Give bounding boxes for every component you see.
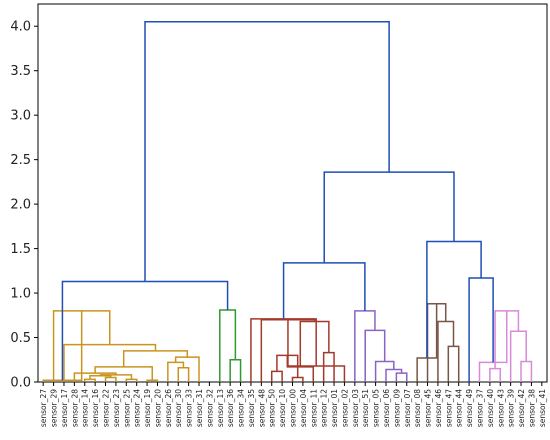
dendrogram-links — [42, 21, 533, 382]
leaf-label: sensor_49 — [465, 389, 474, 427]
leaf-label: sensor_02 — [340, 389, 349, 427]
dendrogram-link — [260, 318, 316, 382]
y-tick-label: 1.5 — [10, 242, 31, 257]
y-tick-label: 3.5 — [10, 64, 31, 79]
leaf-label: sensor_41 — [538, 389, 547, 427]
y-tick-label: 0.5 — [10, 331, 31, 346]
leaf-label: sensor_51 — [361, 389, 370, 427]
leaf-label: sensor_28 — [70, 389, 79, 427]
leaf-label: sensor_04 — [299, 389, 308, 427]
leaf-label: sensor_13 — [216, 389, 225, 427]
leaf-label: sensor_22 — [102, 389, 111, 427]
dendrogram-link — [219, 309, 237, 382]
dendrogram-link — [494, 310, 520, 369]
leaf-label: sensor_46 — [434, 389, 443, 427]
leaf-label: sensor_14 — [81, 389, 90, 427]
y-tick-label: 2.0 — [10, 198, 31, 213]
dendrogram-link — [125, 378, 138, 382]
dendrogram-link — [509, 330, 527, 382]
dendrogram-link — [287, 319, 346, 382]
leaf-label: sensor_45 — [424, 389, 433, 427]
leaf-label: sensor_06 — [382, 389, 391, 427]
plot-area — [37, 3, 548, 383]
leaf-label: sensor_07 — [403, 389, 412, 427]
dendrogram-link — [395, 372, 408, 382]
leaf-label: sensor_24 — [133, 389, 142, 427]
dendrogram-link — [323, 171, 455, 263]
dendrogram-link — [99, 374, 133, 380]
leaf-label: sensor_50 — [268, 389, 277, 427]
leaf-label: sensor_29 — [50, 389, 59, 427]
dendrogram-link — [63, 343, 157, 382]
dendrogram-link — [144, 21, 390, 282]
leaf-label: sensor_42 — [517, 389, 526, 427]
leaf-label: sensor_25 — [122, 389, 131, 427]
leaf-label: sensor_44 — [455, 389, 464, 427]
leaf-label: sensor_32 — [205, 389, 214, 427]
leaf-label: sensor_38 — [527, 389, 536, 427]
x-axis: sensor_27 sensor_29 sensor_17 sensor_28 sens… — [39, 382, 547, 427]
leaf-label: sensor_47 — [444, 389, 453, 427]
dendrogram-link — [291, 376, 304, 382]
leaf-label: sensor_08 — [413, 389, 422, 427]
leaf-label: sensor_17 — [60, 389, 69, 427]
leaf-label: sensor_20 — [153, 389, 162, 427]
dendrogram-link — [447, 345, 460, 382]
leaf-label: sensor_12 — [320, 389, 329, 427]
leaf-label: sensor_16 — [91, 389, 100, 427]
y-axis: 0.0 0.5 1.0 1.5 2.0 2.5 3.0 3.5 4.0 — [10, 20, 38, 391]
leaf-label: sensor_35 — [247, 389, 256, 427]
leaf-label: sensor_37 — [475, 389, 484, 427]
dendrogram-link — [104, 376, 117, 382]
dendrogram-link — [416, 303, 438, 382]
y-tick-label: 3.0 — [10, 109, 31, 124]
leaf-label: sensor_26 — [164, 389, 173, 427]
leaf-label: sensor_09 — [392, 389, 401, 427]
dendrogram-link — [468, 277, 494, 382]
leaf-label: sensor_27 — [39, 389, 48, 427]
y-tick-label: 1.0 — [10, 287, 31, 302]
dendrogram-link — [52, 310, 111, 382]
dendrogram-link — [229, 359, 242, 382]
leaf-label: sensor_00 — [289, 389, 298, 427]
leaf-label: sensor_05 — [372, 389, 381, 427]
dendrogram-link — [167, 361, 185, 382]
leaf-label: sensor_40 — [486, 389, 495, 427]
y-tick-label: 4.0 — [10, 20, 31, 35]
dendrogram-link — [73, 372, 117, 382]
dendrogram-link — [489, 367, 502, 382]
leaf-label: sensor_36 — [226, 389, 235, 427]
leaf-label: sensor_30 — [174, 389, 183, 427]
dendrogram-link — [282, 262, 366, 319]
leaf-label: sensor_43 — [496, 389, 505, 427]
leaf-label: sensor_11 — [309, 389, 318, 427]
leaf-label: sensor_03 — [351, 389, 360, 427]
dendrogram-link — [426, 240, 482, 358]
leaf-label: sensor_33 — [185, 389, 194, 427]
dendrogram-link — [478, 310, 508, 382]
dendrogram-link — [374, 360, 395, 382]
y-tick-label: 0.0 — [10, 376, 31, 391]
leaf-label: sensor_23 — [112, 389, 121, 427]
dendrogram-link — [250, 318, 317, 382]
leaf-label: sensor_01 — [330, 389, 339, 427]
dendrogram-link — [83, 378, 96, 382]
leaf-label: sensor_34 — [237, 389, 246, 427]
leaf-label: sensor_31 — [195, 389, 204, 427]
leaf-label: sensor_48 — [257, 389, 266, 427]
y-tick-label: 2.5 — [10, 153, 31, 168]
leaf-label: sensor_10 — [278, 389, 287, 427]
dendrogram-link — [122, 350, 189, 367]
leaf-label: sensor_19 — [143, 389, 152, 427]
leaf-label: sensor_39 — [507, 389, 516, 427]
dendrogram-link — [520, 360, 533, 382]
